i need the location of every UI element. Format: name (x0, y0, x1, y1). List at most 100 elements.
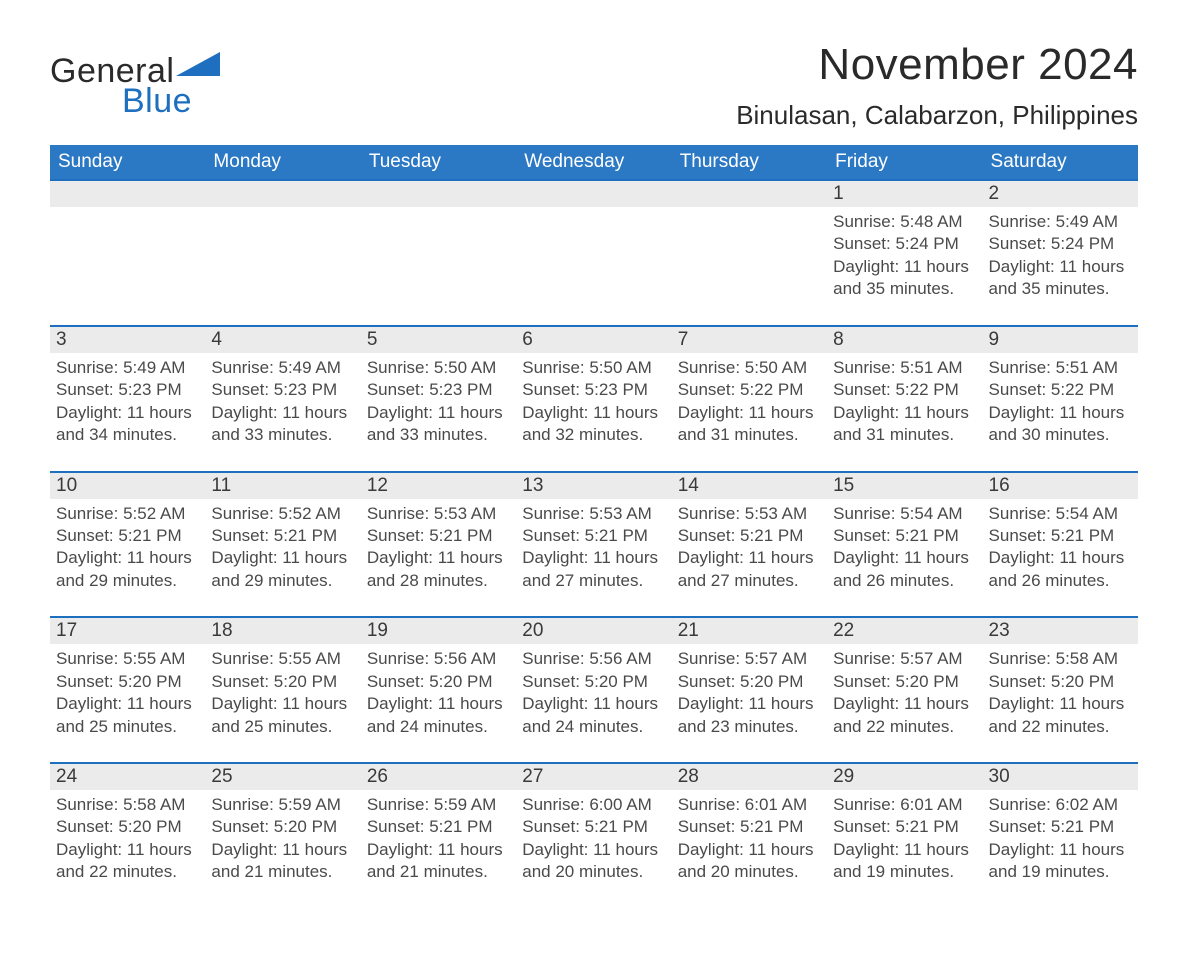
day-number (516, 181, 671, 207)
calendar-body: 1Sunrise: 5:48 AMSunset: 5:24 PMDaylight… (50, 180, 1138, 908)
page-title: November 2024 (736, 40, 1138, 90)
day-body: Sunrise: 6:00 AMSunset: 5:21 PMDaylight:… (516, 790, 671, 908)
day-number: 9 (983, 327, 1138, 353)
daylight-line-1: Daylight: 11 hours (522, 693, 665, 715)
daylight-line-1: Daylight: 11 hours (989, 839, 1132, 861)
day-number: 30 (983, 764, 1138, 790)
day-body: Sunrise: 6:01 AMSunset: 5:21 PMDaylight:… (672, 790, 827, 908)
daylight-line-1: Daylight: 11 hours (833, 256, 976, 278)
daylight-line-1: Daylight: 11 hours (989, 693, 1132, 715)
calendar-day-cell: 1Sunrise: 5:48 AMSunset: 5:24 PMDaylight… (827, 180, 982, 326)
calendar-day-cell: 19Sunrise: 5:56 AMSunset: 5:20 PMDayligh… (361, 617, 516, 763)
day-body: Sunrise: 5:52 AMSunset: 5:21 PMDaylight:… (205, 499, 360, 617)
daylight-line-1: Daylight: 11 hours (56, 693, 199, 715)
page-root: General Blue November 2024 Binulasan, Ca… (0, 0, 1188, 958)
day-number: 8 (827, 327, 982, 353)
day-body: Sunrise: 5:50 AMSunset: 5:23 PMDaylight:… (516, 353, 671, 471)
day-body: Sunrise: 5:54 AMSunset: 5:21 PMDaylight:… (827, 499, 982, 617)
day-number: 13 (516, 473, 671, 499)
daylight-line-1: Daylight: 11 hours (211, 402, 354, 424)
header-titles: November 2024 Binulasan, Calabarzon, Phi… (736, 40, 1138, 145)
sunset-line: Sunset: 5:21 PM (989, 525, 1132, 547)
day-number: 1 (827, 181, 982, 207)
sunset-line: Sunset: 5:20 PM (56, 816, 199, 838)
day-number (50, 181, 205, 207)
calendar-day-cell: 5Sunrise: 5:50 AMSunset: 5:23 PMDaylight… (361, 326, 516, 472)
daylight-line-2: and 32 minutes. (522, 424, 665, 446)
daylight-line-2: and 29 minutes. (56, 570, 199, 592)
sunset-line: Sunset: 5:22 PM (678, 379, 821, 401)
sunrise-line: Sunrise: 5:56 AM (522, 648, 665, 670)
day-number: 4 (205, 327, 360, 353)
day-body: Sunrise: 5:53 AMSunset: 5:21 PMDaylight:… (361, 499, 516, 617)
sunset-line: Sunset: 5:20 PM (367, 671, 510, 693)
calendar-day-cell: 26Sunrise: 5:59 AMSunset: 5:21 PMDayligh… (361, 763, 516, 908)
daylight-line-2: and 19 minutes. (833, 861, 976, 883)
sunset-line: Sunset: 5:22 PM (833, 379, 976, 401)
daylight-line-1: Daylight: 11 hours (833, 547, 976, 569)
location-label: Binulasan, Calabarzon, Philippines (736, 100, 1138, 131)
day-body (50, 207, 205, 303)
sunrise-line: Sunrise: 5:50 AM (678, 357, 821, 379)
sunrise-line: Sunrise: 5:57 AM (833, 648, 976, 670)
calendar-day-cell: 6Sunrise: 5:50 AMSunset: 5:23 PMDaylight… (516, 326, 671, 472)
day-number: 21 (672, 618, 827, 644)
daylight-line-1: Daylight: 11 hours (56, 839, 199, 861)
day-number: 18 (205, 618, 360, 644)
calendar-day-cell: 27Sunrise: 6:00 AMSunset: 5:21 PMDayligh… (516, 763, 671, 908)
daylight-line-1: Daylight: 11 hours (678, 693, 821, 715)
daylight-line-1: Daylight: 11 hours (56, 547, 199, 569)
daylight-line-2: and 25 minutes. (211, 716, 354, 738)
day-number: 11 (205, 473, 360, 499)
sunset-line: Sunset: 5:23 PM (367, 379, 510, 401)
day-body: Sunrise: 5:48 AMSunset: 5:24 PMDaylight:… (827, 207, 982, 325)
calendar-day-cell: 3Sunrise: 5:49 AMSunset: 5:23 PMDaylight… (50, 326, 205, 472)
daylight-line-2: and 33 minutes. (367, 424, 510, 446)
calendar-day-cell: 11Sunrise: 5:52 AMSunset: 5:21 PMDayligh… (205, 472, 360, 618)
calendar-day-cell: 16Sunrise: 5:54 AMSunset: 5:21 PMDayligh… (983, 472, 1138, 618)
daylight-line-2: and 22 minutes. (56, 861, 199, 883)
sunset-line: Sunset: 5:21 PM (833, 816, 976, 838)
daylight-line-1: Daylight: 11 hours (56, 402, 199, 424)
sunset-line: Sunset: 5:20 PM (833, 671, 976, 693)
sunrise-line: Sunrise: 5:49 AM (989, 211, 1132, 233)
calendar-day-cell: 23Sunrise: 5:58 AMSunset: 5:20 PMDayligh… (983, 617, 1138, 763)
daylight-line-2: and 20 minutes. (678, 861, 821, 883)
daylight-line-2: and 25 minutes. (56, 716, 199, 738)
daylight-line-1: Daylight: 11 hours (678, 402, 821, 424)
sunrise-line: Sunrise: 5:53 AM (678, 503, 821, 525)
weekday-header: Saturday (983, 145, 1138, 180)
brand-triangle-icon (176, 48, 220, 82)
calendar-empty-cell (50, 180, 205, 326)
calendar-day-cell: 8Sunrise: 5:51 AMSunset: 5:22 PMDaylight… (827, 326, 982, 472)
daylight-line-2: and 26 minutes. (833, 570, 976, 592)
daylight-line-1: Daylight: 11 hours (211, 839, 354, 861)
weekday-header: Tuesday (361, 145, 516, 180)
day-number: 19 (361, 618, 516, 644)
sunset-line: Sunset: 5:23 PM (56, 379, 199, 401)
sunset-line: Sunset: 5:20 PM (678, 671, 821, 693)
day-number: 23 (983, 618, 1138, 644)
sunrise-line: Sunrise: 5:48 AM (833, 211, 976, 233)
day-number: 20 (516, 618, 671, 644)
sunset-line: Sunset: 5:21 PM (833, 525, 976, 547)
sunrise-line: Sunrise: 5:51 AM (989, 357, 1132, 379)
calendar-day-cell: 25Sunrise: 5:59 AMSunset: 5:20 PMDayligh… (205, 763, 360, 908)
day-body: Sunrise: 5:55 AMSunset: 5:20 PMDaylight:… (50, 644, 205, 762)
day-body: Sunrise: 5:57 AMSunset: 5:20 PMDaylight:… (672, 644, 827, 762)
day-body: Sunrise: 5:50 AMSunset: 5:22 PMDaylight:… (672, 353, 827, 471)
brand-logo: General Blue (50, 48, 220, 121)
calendar-day-cell: 7Sunrise: 5:50 AMSunset: 5:22 PMDaylight… (672, 326, 827, 472)
calendar-empty-cell (672, 180, 827, 326)
sunset-line: Sunset: 5:21 PM (678, 525, 821, 547)
day-body: Sunrise: 5:56 AMSunset: 5:20 PMDaylight:… (361, 644, 516, 762)
sunrise-line: Sunrise: 5:53 AM (367, 503, 510, 525)
calendar-week-row: 1Sunrise: 5:48 AMSunset: 5:24 PMDaylight… (50, 180, 1138, 326)
daylight-line-1: Daylight: 11 hours (367, 402, 510, 424)
day-body (672, 207, 827, 303)
weekday-header: Thursday (672, 145, 827, 180)
day-body: Sunrise: 5:49 AMSunset: 5:23 PMDaylight:… (50, 353, 205, 471)
day-number: 7 (672, 327, 827, 353)
calendar-week-row: 3Sunrise: 5:49 AMSunset: 5:23 PMDaylight… (50, 326, 1138, 472)
day-body: Sunrise: 5:59 AMSunset: 5:20 PMDaylight:… (205, 790, 360, 908)
